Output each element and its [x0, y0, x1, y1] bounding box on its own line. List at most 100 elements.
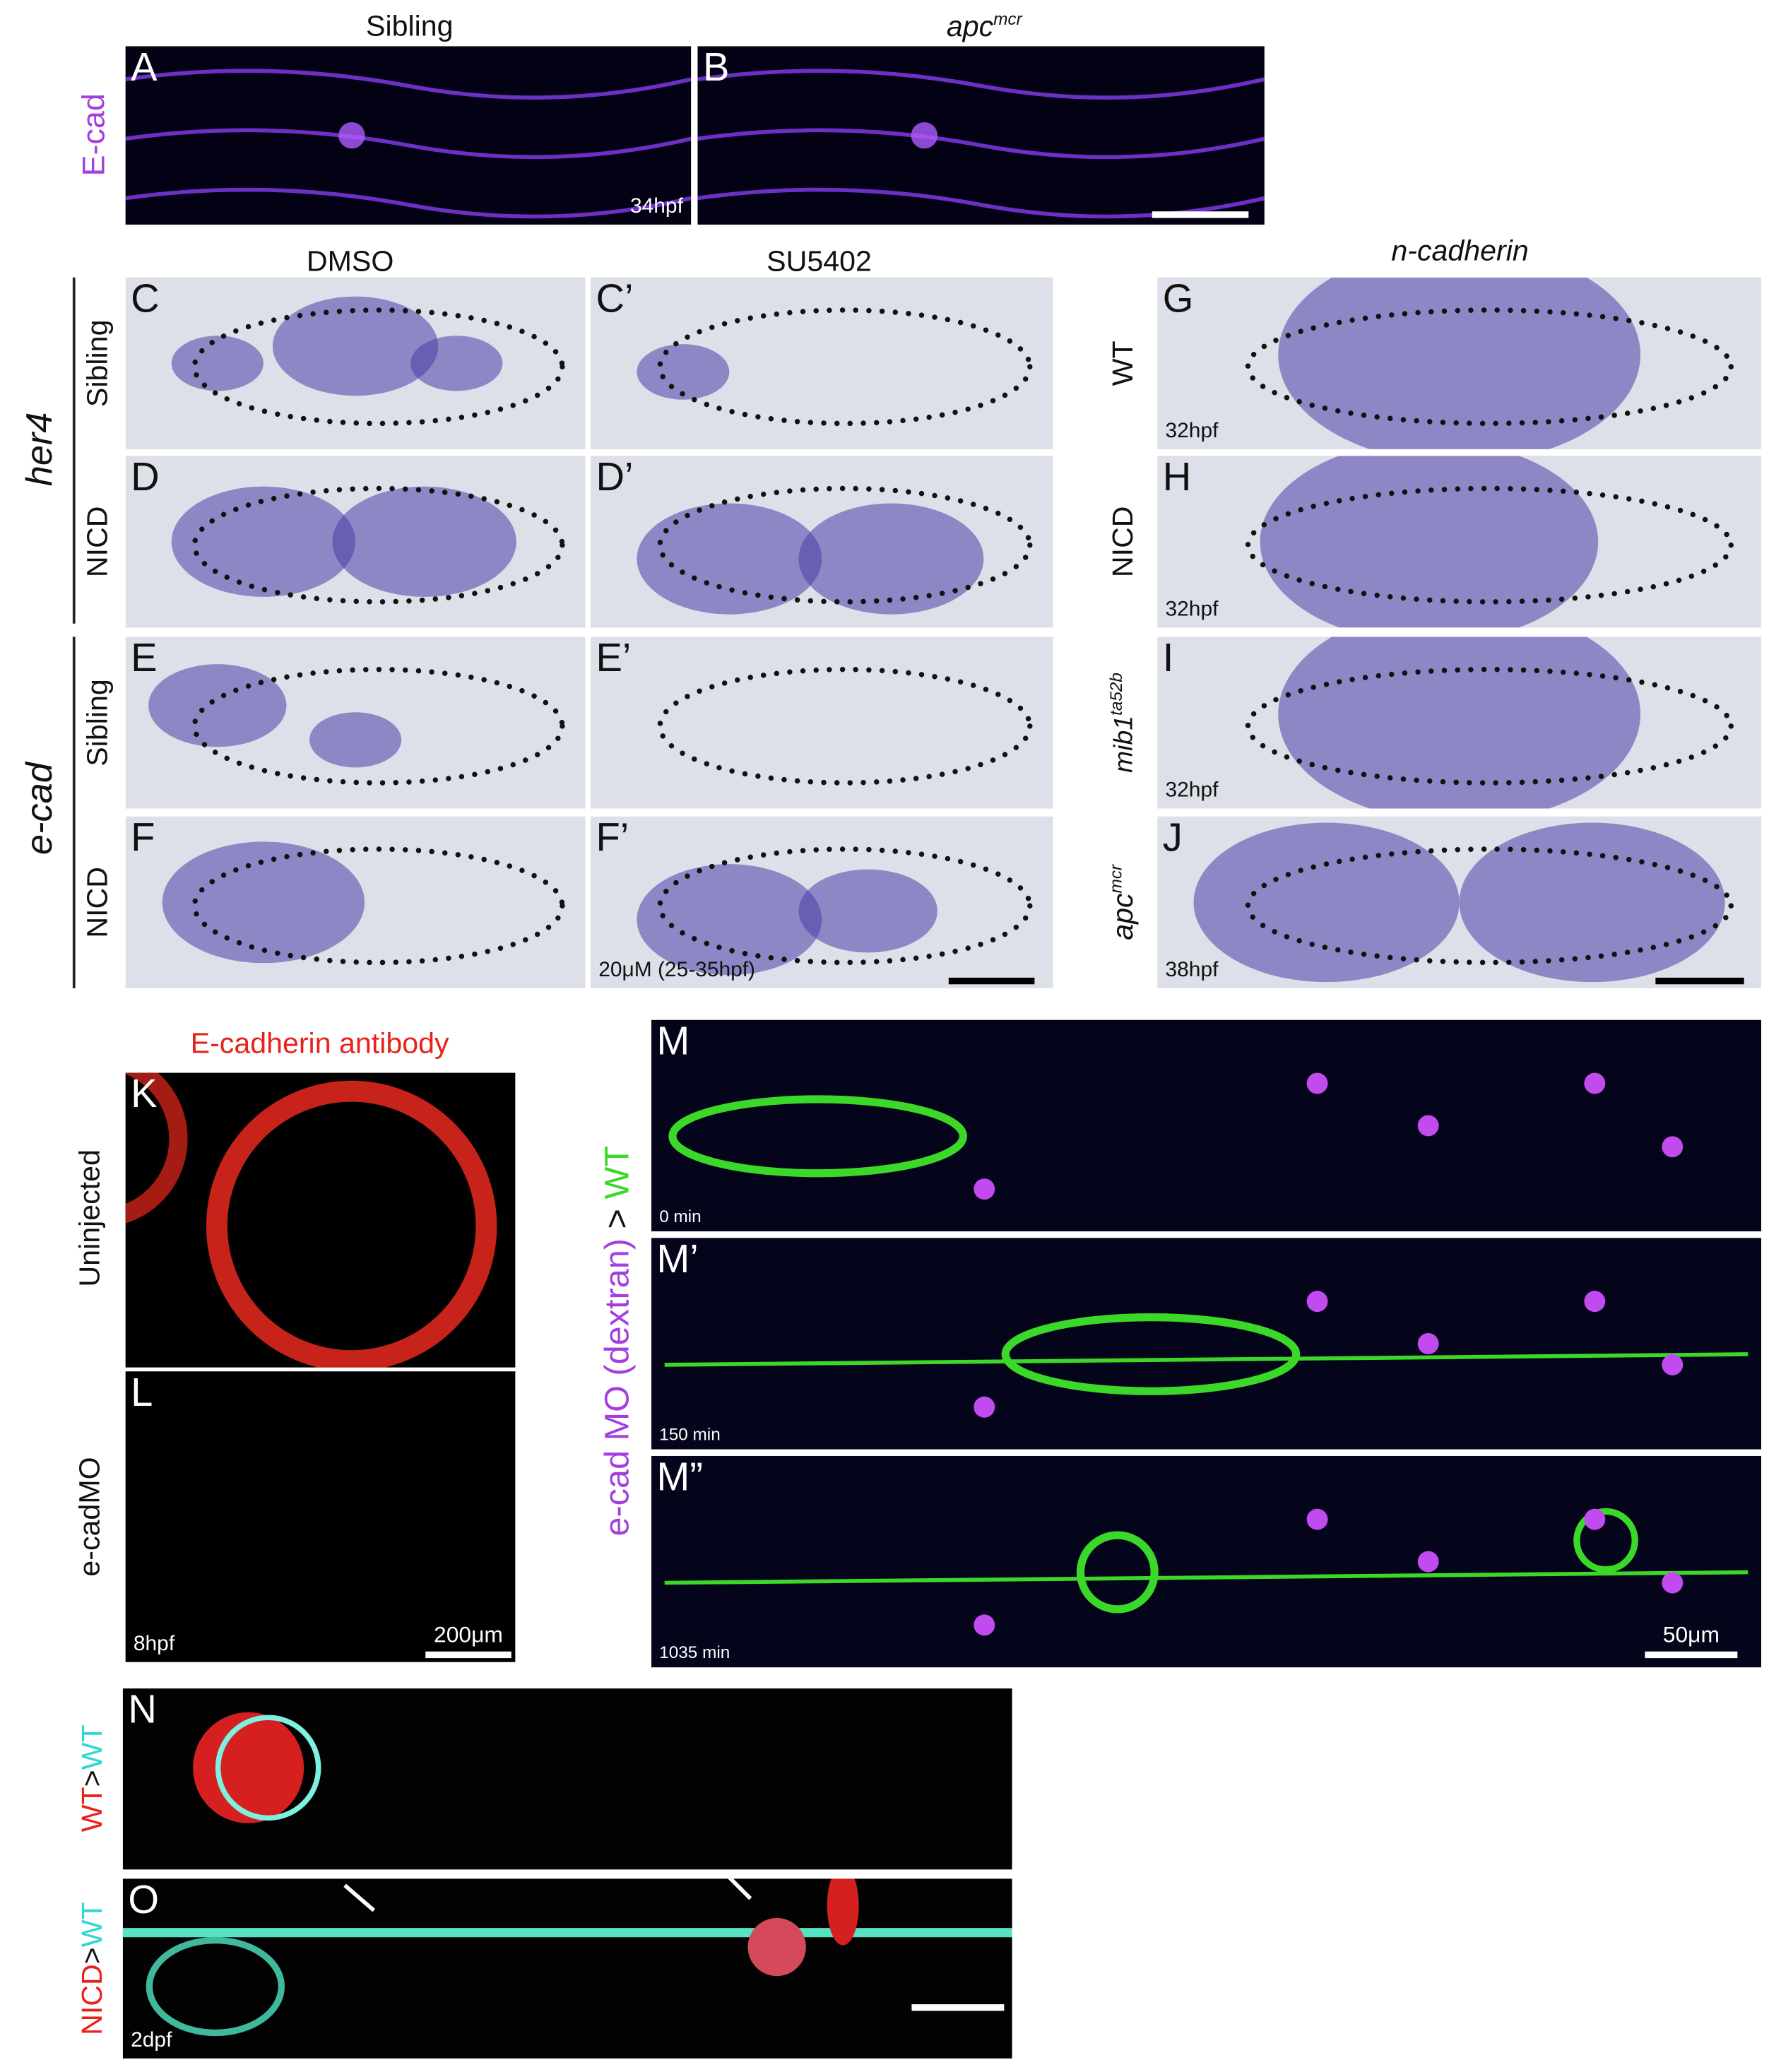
panel-label: F	[131, 816, 155, 860]
stain	[1193, 822, 1460, 983]
arrow	[343, 1883, 376, 1912]
panel-label: B	[702, 46, 730, 90]
row-label: NICD>WT	[76, 1902, 110, 2035]
cells	[146, 1936, 285, 2037]
stain	[1459, 822, 1725, 983]
scale-bar	[911, 2004, 1005, 2011]
image-panel: E	[125, 637, 586, 809]
scale-bar	[1655, 977, 1744, 985]
dextran	[974, 1396, 995, 1418]
embryo	[206, 1080, 497, 1368]
image-panel: M 0 min	[651, 1019, 1761, 1232]
panel-annotation: 1035 min	[659, 1642, 730, 1662]
image-panel: I 32hpf	[1157, 637, 1761, 809]
dextran	[1584, 1291, 1606, 1313]
trail	[664, 1570, 1749, 1585]
stain	[798, 503, 984, 615]
panel-label: C	[131, 277, 160, 321]
bracket	[72, 277, 76, 624]
panel-art	[171, 485, 565, 605]
panel-label: K	[131, 1072, 158, 1117]
panel-annotation: 32hpf	[1165, 598, 1219, 621]
image-panel: J 38hpf	[1157, 816, 1761, 988]
embryo	[125, 1072, 188, 1224]
stain	[332, 486, 516, 597]
outline	[657, 666, 1033, 786]
scale-bar	[425, 1651, 511, 1659]
panel-art	[637, 846, 1033, 976]
rosette	[911, 122, 938, 149]
panel-art	[668, 1072, 1684, 1200]
stain	[1278, 277, 1640, 449]
panel-art	[162, 841, 565, 966]
arrow: >	[75, 1947, 109, 1965]
column-header: n-cadherin	[1391, 234, 1529, 267]
stain	[148, 664, 287, 747]
panel-art	[664, 1508, 1749, 1636]
stain	[1260, 456, 1599, 628]
membrane	[125, 187, 692, 219]
donor: NICD	[75, 1964, 109, 2035]
stain	[171, 336, 264, 391]
gene: apc	[946, 9, 994, 43]
row-label: E-cad	[76, 93, 112, 177]
image-panel: H 32hpf	[1157, 456, 1761, 628]
stain	[637, 864, 822, 976]
dextran	[1306, 1508, 1328, 1530]
row-label: NICD	[81, 506, 114, 578]
panel-label: E	[131, 637, 158, 681]
rosette	[338, 122, 365, 149]
image-panel: A 34hpf	[125, 46, 692, 225]
membrane	[697, 69, 1265, 100]
dextran	[1306, 1291, 1328, 1313]
cells	[193, 1712, 304, 1823]
target: WT	[596, 1145, 637, 1200]
dextran	[1306, 1072, 1328, 1094]
membrane	[697, 128, 1265, 160]
outline	[657, 846, 1033, 966]
trail	[664, 1352, 1749, 1367]
row-label: NICD	[1106, 506, 1140, 578]
stain	[171, 486, 356, 597]
primordium	[1001, 1313, 1301, 1395]
panel-annotation: 150 min	[659, 1424, 721, 1445]
panel-label: L	[131, 1371, 153, 1415]
morpholino: e-cad MO (dextran)	[596, 1238, 637, 1537]
host: WT	[75, 1902, 109, 1948]
panel-art	[697, 69, 1265, 219]
outline	[191, 485, 565, 605]
outline	[1245, 307, 1734, 427]
outline	[191, 846, 565, 966]
row-label: her4	[18, 412, 60, 487]
panel-art	[193, 1712, 321, 1823]
image-panel: O 2dpf	[122, 1878, 1012, 2059]
arrow: >	[596, 1209, 637, 1229]
panel-annotation: 34hpf	[629, 195, 683, 218]
membrane	[215, 1715, 321, 1821]
stain	[637, 503, 822, 615]
outline	[1245, 666, 1734, 786]
stain	[162, 841, 365, 964]
panel-label: A	[131, 46, 158, 90]
panel-art	[125, 1072, 497, 1368]
cell	[827, 1878, 859, 1946]
image-panel: M” 1035 min	[651, 1455, 1761, 1668]
membrane	[125, 69, 692, 100]
panel-label: F’	[596, 816, 629, 860]
stain	[410, 336, 503, 391]
panel-art	[1245, 277, 1734, 449]
row-label: NICD	[81, 867, 114, 938]
row-label: mib1ta52b	[1106, 673, 1140, 773]
outline	[191, 307, 565, 427]
row-label: e-cadMO	[72, 1457, 106, 1577]
image-panel: F’ 20μM (25-35hpf)	[590, 816, 1053, 988]
panel-art	[126, 1371, 516, 1662]
dextran	[1584, 1508, 1606, 1530]
column-header: SU5402	[767, 244, 872, 278]
panel-label: I	[1162, 637, 1174, 681]
bracket	[72, 637, 76, 988]
outline	[657, 485, 1033, 605]
dextran	[1417, 1115, 1439, 1137]
outline	[1245, 846, 1734, 966]
image-panel: C’	[590, 277, 1053, 449]
